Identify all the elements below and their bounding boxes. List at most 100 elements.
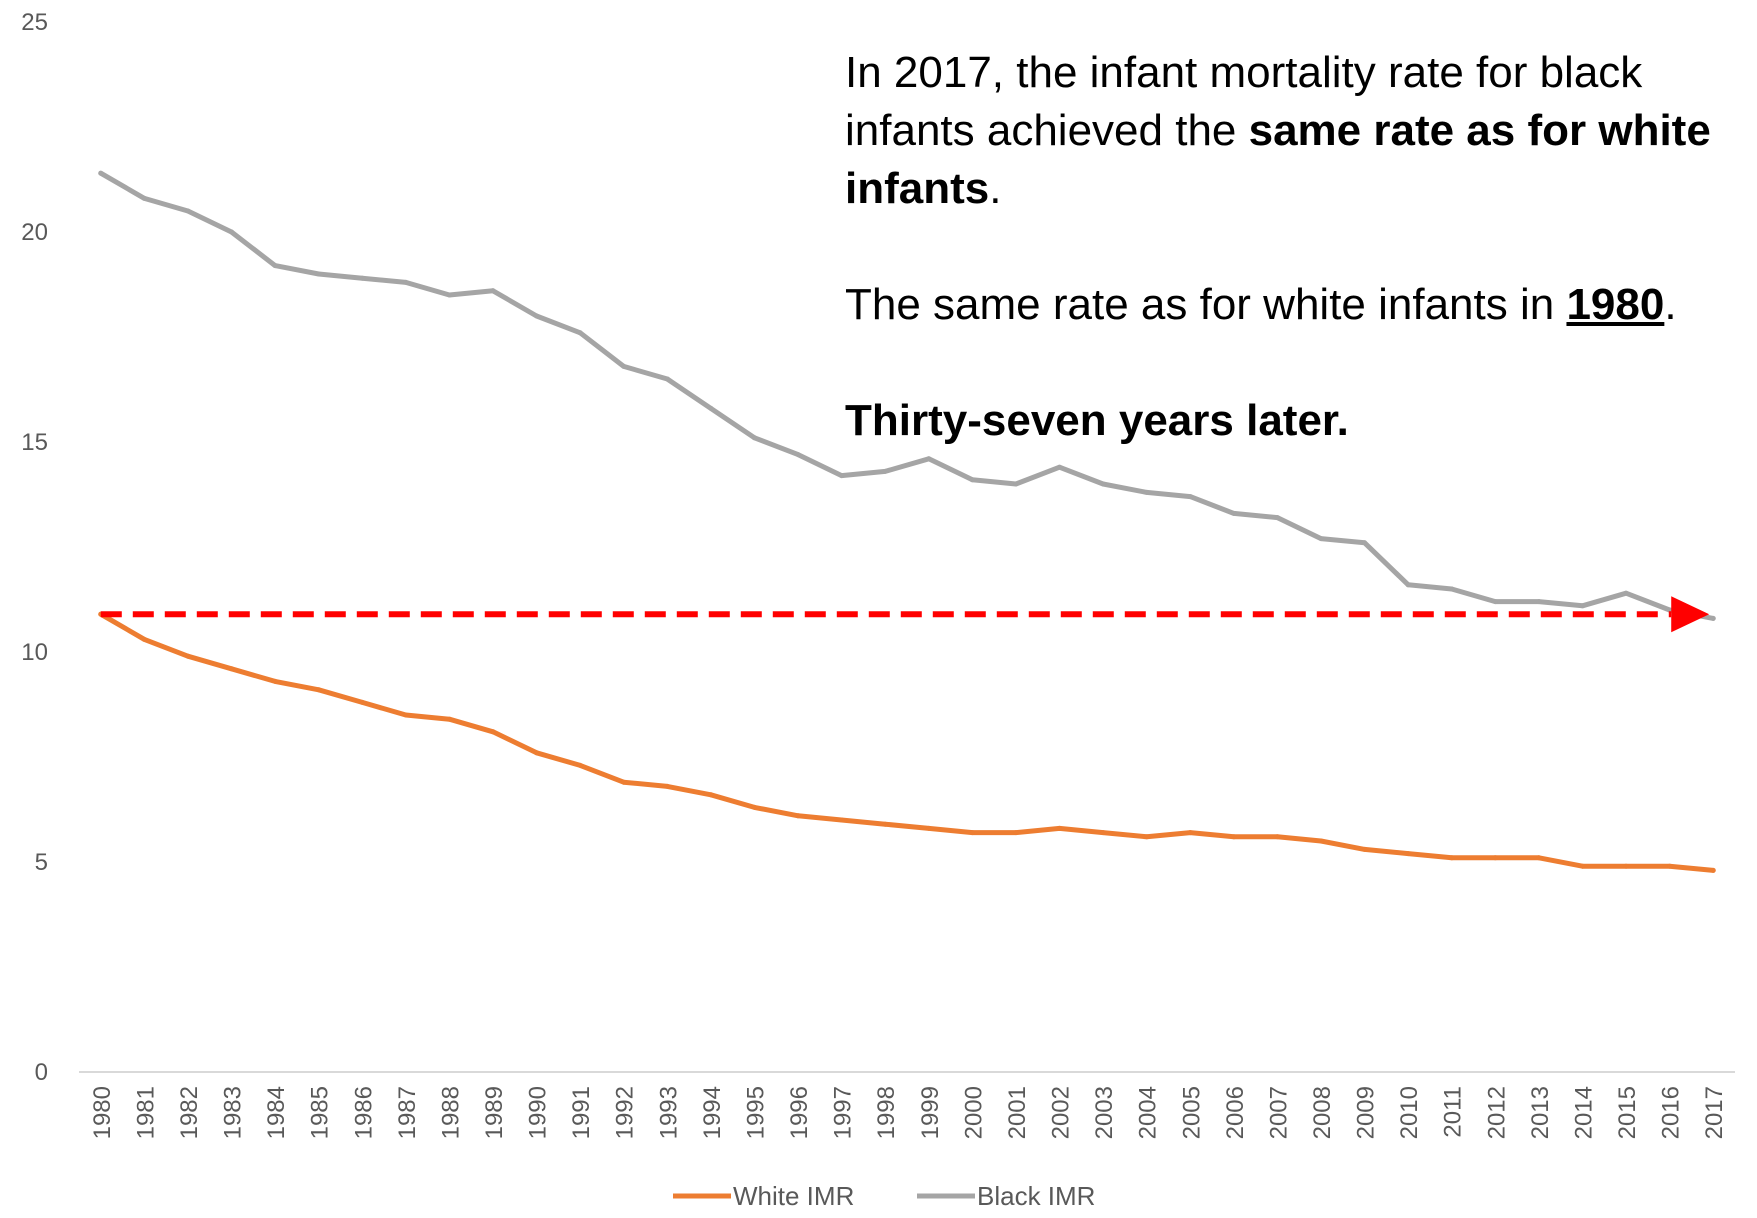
y-tick-label: 10 (21, 639, 48, 666)
data-point-white-imr (795, 813, 801, 819)
series-line-white-imr (98, 611, 1716, 873)
data-point-black-imr (272, 263, 278, 269)
legend: White IMR Black IMR (673, 1181, 1095, 1211)
data-point-white-imr (1405, 851, 1411, 857)
x-tick-label: 1997 (830, 1086, 857, 1139)
x-tick-label: 1998 (873, 1086, 900, 1139)
data-point-black-imr (577, 330, 583, 336)
data-point-white-imr (359, 699, 365, 705)
y-tick-label: 5 (35, 849, 48, 876)
x-tick-label: 1987 (394, 1086, 421, 1139)
data-point-white-imr (534, 750, 540, 756)
y-tick-label: 15 (21, 429, 48, 456)
x-tick-label: 2017 (1701, 1086, 1728, 1139)
data-point-black-imr (316, 271, 322, 277)
data-point-black-imr (1405, 582, 1411, 588)
x-tick-label: 1988 (437, 1086, 464, 1139)
x-tick-label: 2009 (1353, 1086, 1380, 1139)
data-point-white-imr (708, 792, 714, 798)
annotation-paragraph-2: The same rate as for white infants in 19… (845, 276, 1750, 334)
data-point-white-imr (839, 817, 845, 823)
x-tick-label: 2002 (1048, 1086, 1075, 1139)
x-tick-label: 2014 (1570, 1086, 1597, 1139)
data-point-black-imr (359, 275, 365, 281)
annotation-p2-start: The same rate as for white infants in (845, 280, 1567, 329)
data-point-white-imr (446, 716, 452, 722)
x-tick-label: 2006 (1222, 1086, 1249, 1139)
data-point-white-imr (1623, 863, 1629, 869)
annotation-p1-emphasis: same rate as for white infants (845, 106, 1711, 213)
x-tick-label: 1984 (263, 1086, 290, 1139)
data-point-white-imr (664, 783, 670, 789)
x-tick-label: 2001 (1004, 1086, 1031, 1139)
reference-arrowhead (1671, 596, 1710, 633)
x-tick-label: 1990 (525, 1086, 552, 1139)
x-tick-label: 2011 (1440, 1086, 1467, 1138)
data-point-black-imr (621, 363, 627, 369)
data-point-black-imr (795, 452, 801, 458)
data-point-white-imr (272, 678, 278, 684)
data-point-black-imr (1144, 489, 1150, 495)
data-point-white-imr (1144, 834, 1150, 840)
data-point-black-imr (534, 313, 540, 319)
x-tick-label: 2007 (1265, 1086, 1292, 1139)
x-tick-label: 2005 (1178, 1086, 1205, 1139)
data-point-white-imr (621, 779, 627, 785)
data-point-white-imr (1187, 830, 1193, 836)
annotation-p2-year: 1980 (1566, 280, 1665, 329)
x-tick-label: 2000 (960, 1086, 987, 1139)
series-lines (98, 170, 1716, 873)
x-tick-label: 1989 (481, 1086, 508, 1139)
data-point-black-imr (1623, 590, 1629, 596)
data-point-black-imr (185, 208, 191, 214)
data-point-black-imr (708, 405, 714, 411)
x-tick-label: 2015 (1614, 1086, 1641, 1139)
data-point-black-imr (882, 468, 888, 474)
legend-label-white-imr: White IMR (733, 1181, 854, 1211)
x-tick-label: 1996 (786, 1086, 813, 1139)
x-tick-label: 2003 (1091, 1086, 1118, 1139)
x-tick-label: 1995 (742, 1086, 769, 1139)
data-point-white-imr (1231, 834, 1237, 840)
data-point-white-imr (577, 762, 583, 768)
data-point-black-imr (1536, 599, 1542, 605)
data-point-white-imr (229, 666, 235, 672)
series-line-black-imr (98, 170, 1716, 621)
data-point-black-imr (446, 292, 452, 298)
y-tick-label: 25 (21, 9, 48, 36)
x-axis-ticks: 1980 1981 1982 1983 1984 1985 1986 1987 1988 1989… (89, 1086, 1728, 1139)
annotation-p2-end: . (1664, 280, 1677, 329)
annotation-p1-start: In 2017, the infant mortality rate for b… (845, 48, 1643, 155)
data-point-white-imr (1536, 855, 1542, 861)
data-point-black-imr (839, 473, 845, 479)
data-point-white-imr (926, 825, 932, 831)
x-tick-label: 2013 (1527, 1086, 1554, 1139)
x-tick-label: 1983 (220, 1086, 247, 1139)
data-point-black-imr (229, 229, 235, 235)
data-point-black-imr (1492, 599, 1498, 605)
data-point-black-imr (1362, 540, 1368, 546)
data-point-white-imr (185, 653, 191, 659)
data-point-white-imr (1100, 830, 1106, 836)
x-tick-label: 1999 (917, 1086, 944, 1139)
data-point-white-imr (490, 729, 496, 735)
data-point-white-imr (1057, 825, 1063, 831)
data-point-white-imr (1667, 863, 1673, 869)
data-point-white-imr (882, 821, 888, 827)
x-tick-label: 1994 (699, 1086, 726, 1139)
data-point-white-imr (1492, 855, 1498, 861)
data-point-black-imr (751, 435, 757, 441)
x-tick-label: 1993 (655, 1086, 682, 1139)
x-tick-label: 2008 (1309, 1086, 1336, 1139)
data-point-black-imr (141, 195, 147, 201)
x-tick-label: 1981 (132, 1086, 159, 1139)
annotation-paragraph-1: In 2017, the infant mortality rate for b… (845, 44, 1750, 218)
data-point-black-imr (1449, 586, 1455, 592)
data-point-black-imr (1710, 615, 1716, 621)
x-tick-label: 1991 (568, 1086, 595, 1139)
data-point-white-imr (1710, 867, 1716, 873)
data-point-black-imr (490, 288, 496, 294)
data-point-black-imr (1318, 536, 1324, 542)
data-point-black-imr (1057, 464, 1063, 470)
